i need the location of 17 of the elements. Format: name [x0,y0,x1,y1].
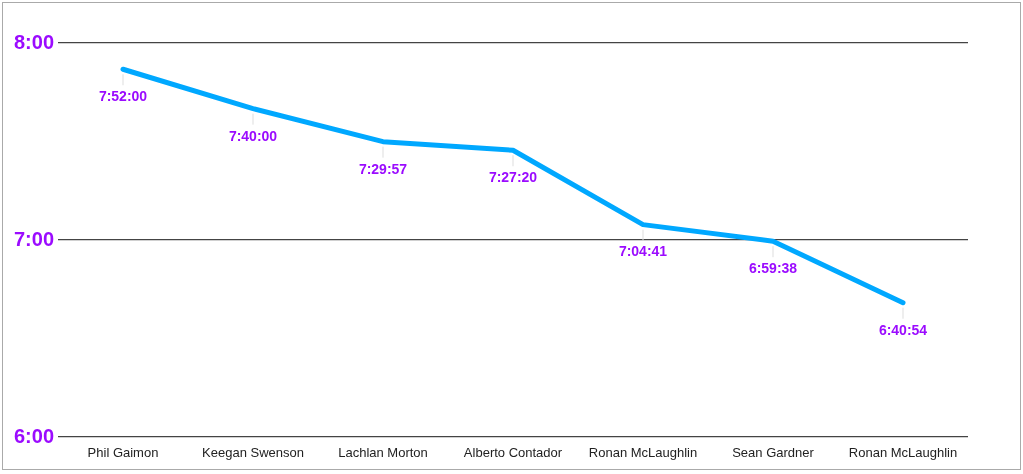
data-label: 6:40:54 [878,321,928,338]
data-label: 7:29:57 [358,160,408,177]
data-label: 7:04:41 [618,243,668,260]
x-tick-label: Sean Gardner [732,445,815,461]
x-tick-label: Ronan McLaughlin [848,445,958,461]
data-label: 7:52:00 [98,88,148,105]
y-tick-label: 8:00 [13,30,54,53]
y-tick-label: 6:00 [13,424,54,447]
data-label: 7:40:00 [228,127,278,144]
x-tick-label: Lachlan Morton [338,445,428,461]
x-tick-label: Phil Gaimon [87,445,159,461]
x-tick-label: Alberto Contador [463,445,563,461]
y-tick-label: 7:00 [13,227,54,250]
data-label: 7:27:20 [488,169,538,186]
data-label: 6:59:38 [748,260,798,277]
x-tick-label: Keegan Swenson [202,445,304,461]
x-tick-label: Ronan McLaughlin [588,445,698,461]
